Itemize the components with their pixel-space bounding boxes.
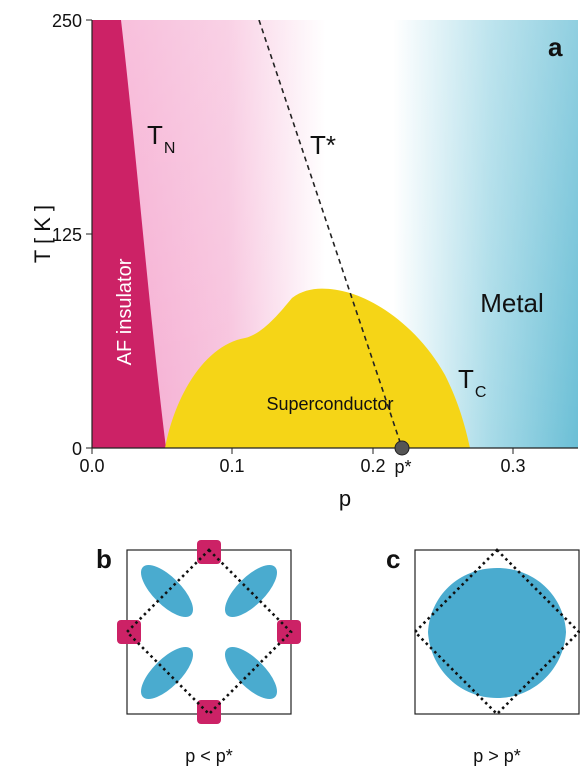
panel-a: 250 125 0 0.0 0.1 0.2 0.3 T [ K ] p a AF… <box>30 11 578 511</box>
caption-b: p < p* <box>185 746 233 766</box>
antinodal-patch <box>197 700 221 724</box>
x-tick-label-0: 0.0 <box>79 456 104 476</box>
panel-letter-c: c <box>386 544 400 574</box>
panel-b: b p < p* <box>96 540 301 766</box>
panel-c: c p > p* <box>386 544 580 766</box>
x-tick-label-3: 0.3 <box>500 456 525 476</box>
antinodal-patch <box>277 620 301 644</box>
antinodal-patch <box>117 620 141 644</box>
antinodal-patch <box>197 540 221 564</box>
tn-label: TN <box>147 120 175 157</box>
y-tick-label-0: 0 <box>72 439 82 459</box>
x-axis-title: p <box>339 486 351 511</box>
large-fermi-surface <box>428 568 566 698</box>
fermi-arc-pocket <box>225 647 277 699</box>
metal-label: Metal <box>480 288 544 318</box>
fermi-arc-pocket <box>225 565 277 617</box>
tstar-label: T* <box>310 130 336 160</box>
critical-point-label: p* <box>394 457 411 477</box>
fermi-arc-pocket <box>141 647 193 699</box>
x-tick-label-1: 0.1 <box>219 456 244 476</box>
af-insulator-label: AF insulator <box>114 258 136 365</box>
x-tick-label-2: 0.2 <box>360 456 385 476</box>
y-tick-label-250: 250 <box>52 11 82 31</box>
tstar-line <box>258 20 403 448</box>
panel-letter-b: b <box>96 544 112 574</box>
y-tick-label-125: 125 <box>52 225 82 245</box>
critical-point-marker <box>394 440 410 456</box>
af-insulator-region <box>92 20 166 448</box>
fermi-arc-pocket <box>141 565 193 617</box>
y-axis-title: T [ K ] <box>30 205 55 263</box>
superconductor-dome <box>165 288 470 448</box>
superconductor-label: Superconductor <box>266 394 393 414</box>
panel-letter-a: a <box>548 32 563 62</box>
caption-c: p > p* <box>473 746 521 766</box>
tc-label: TC <box>458 364 486 401</box>
